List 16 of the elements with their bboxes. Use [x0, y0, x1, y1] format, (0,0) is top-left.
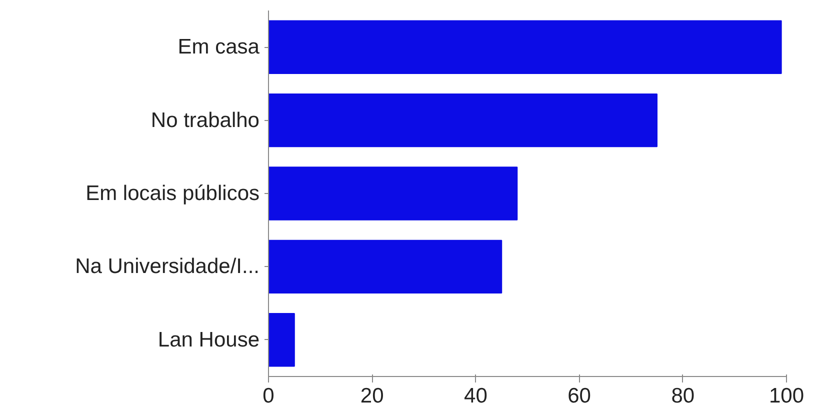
- x-tick-label: 60: [568, 384, 591, 406]
- x-tick-label: 0: [262, 384, 274, 406]
- x-tick-label: 20: [360, 384, 384, 406]
- y-tick-label: Em locais públicos: [86, 182, 260, 205]
- bar: [268, 93, 658, 148]
- bar: [268, 20, 782, 74]
- y-tick-label: Lan House: [158, 328, 260, 352]
- bar: [268, 166, 518, 220]
- x-tick-label: 80: [671, 384, 695, 406]
- x-tick-label: 40: [464, 384, 488, 406]
- bar: [268, 240, 502, 294]
- y-tick-label: Na Universidade/I...: [75, 255, 260, 278]
- y-tick-label: Em casa: [178, 36, 260, 59]
- y-tick-label: No trabalho: [150, 108, 260, 132]
- x-tick-label: 100: [768, 384, 804, 406]
- bar: [268, 313, 295, 367]
